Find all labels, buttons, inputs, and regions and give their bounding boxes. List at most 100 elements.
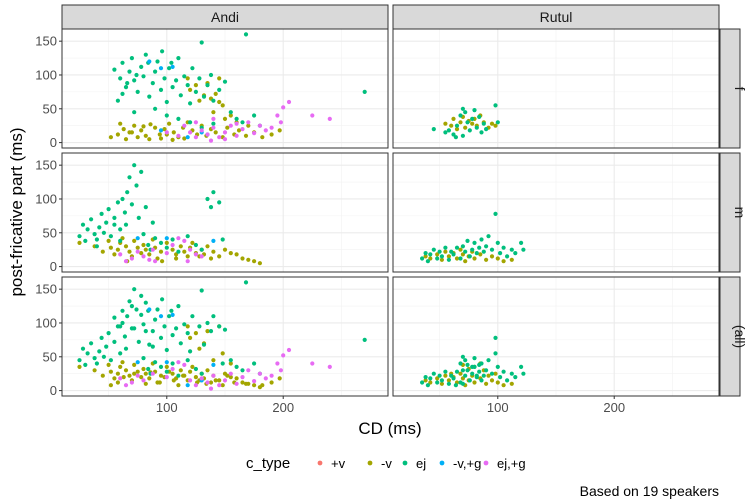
data-point <box>141 254 146 259</box>
row-strip-label: f <box>732 87 748 91</box>
data-point <box>486 373 491 378</box>
legend-key <box>402 460 408 466</box>
data-point <box>174 78 179 83</box>
data-point <box>467 378 472 383</box>
data-point <box>182 238 187 243</box>
data-point <box>234 364 239 369</box>
data-point <box>275 113 280 118</box>
data-point <box>505 254 510 259</box>
data-point <box>185 254 190 259</box>
data-point <box>211 362 216 367</box>
data-point <box>136 215 141 220</box>
data-point <box>158 364 164 369</box>
data-point <box>439 378 444 383</box>
data-point <box>120 60 125 65</box>
data-point <box>501 369 506 374</box>
data-point <box>446 378 451 383</box>
data-point <box>129 56 134 61</box>
data-point <box>147 137 152 142</box>
data-point <box>193 83 198 88</box>
data-point <box>141 356 146 361</box>
data-point <box>208 72 214 78</box>
y-tick-labels: 0 50 100 150 0 50 100 150 0 50 100 150 <box>35 34 62 398</box>
data-point <box>127 175 132 180</box>
data-point <box>240 368 245 373</box>
panel-border <box>392 152 720 273</box>
data-point <box>112 252 117 257</box>
data-point <box>106 362 111 367</box>
data-point <box>458 120 463 125</box>
data-point <box>106 238 111 243</box>
data-point <box>153 106 158 111</box>
data-point <box>443 249 448 254</box>
data-point <box>449 123 454 128</box>
data-point <box>97 225 102 230</box>
data-point <box>234 116 239 121</box>
data-point <box>228 358 233 363</box>
data-point <box>129 202 134 207</box>
data-point <box>77 358 82 363</box>
data-point <box>190 364 195 369</box>
data-point <box>108 383 113 388</box>
data-point <box>170 247 175 252</box>
data-point <box>176 56 181 61</box>
data-point <box>164 375 169 380</box>
data-point <box>170 242 175 248</box>
data-point <box>188 120 193 125</box>
data-point <box>521 371 526 376</box>
panel-rutul-f <box>392 28 720 149</box>
legend-label: ej,+g <box>497 456 526 471</box>
data-point <box>498 251 503 256</box>
legend-label: -v <box>381 456 392 471</box>
data-point <box>135 135 140 140</box>
data-point <box>118 238 123 243</box>
data-point <box>470 371 475 376</box>
data-point <box>182 362 187 367</box>
row-strip-label: m <box>732 207 748 219</box>
data-point <box>123 383 129 388</box>
data-point <box>129 256 134 261</box>
data-point <box>108 358 113 363</box>
data-point <box>115 132 120 137</box>
data-point <box>211 110 216 115</box>
data-point <box>443 121 448 126</box>
data-point <box>143 300 148 305</box>
data-point <box>423 375 428 380</box>
data-point <box>208 386 214 391</box>
data-point <box>162 127 167 132</box>
data-point <box>155 307 160 312</box>
data-point <box>435 376 440 381</box>
data-point <box>277 128 282 133</box>
data-point <box>263 128 268 133</box>
data-point <box>125 190 130 195</box>
row-strip-label: (all) <box>732 325 748 348</box>
data-point <box>120 196 125 202</box>
data-point <box>222 327 228 332</box>
data-point <box>453 135 458 140</box>
data-point <box>158 249 164 254</box>
data-point <box>185 76 190 81</box>
data-point <box>460 354 465 359</box>
data-point <box>431 127 436 132</box>
data-point <box>193 383 198 388</box>
strip-background <box>719 152 741 273</box>
legend-item: +v <box>317 456 346 471</box>
panel-rutul-all <box>392 276 720 397</box>
data-point <box>132 110 137 115</box>
data-point <box>118 227 123 232</box>
legend-label: +v <box>331 456 346 471</box>
data-point <box>170 371 175 376</box>
data-point <box>501 383 506 388</box>
data-point <box>477 114 482 119</box>
data-point <box>167 314 172 319</box>
data-point <box>234 381 239 386</box>
data-point <box>236 128 242 133</box>
data-point <box>127 249 132 254</box>
legend-items: +v -v ej -v,+g ej,+g <box>317 456 526 471</box>
data-point <box>112 67 117 72</box>
data-point <box>118 121 123 126</box>
data-point <box>199 288 204 293</box>
data-point <box>217 135 222 140</box>
data-point <box>217 200 222 205</box>
data-point <box>158 87 164 92</box>
